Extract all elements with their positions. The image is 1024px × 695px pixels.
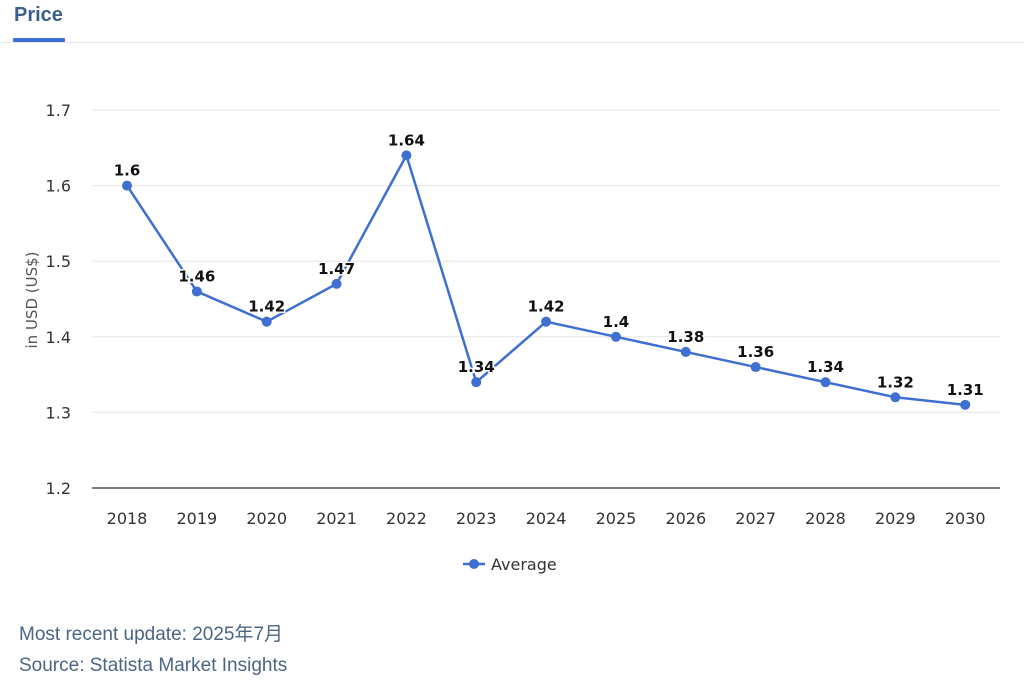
x-tick-label: 2023: [456, 509, 497, 528]
x-tick-label: 2021: [316, 509, 357, 528]
y-axis-ticks: 1.2 1.3 1.4 1.5 1.6 1.7: [46, 101, 71, 498]
data-point[interactable]: [122, 180, 132, 191]
x-tick-label: 2020: [246, 509, 287, 528]
data-point[interactable]: [890, 392, 901, 403]
data-point[interactable]: [610, 331, 621, 342]
price-line-chart: 1.21.31.41.51.61.7 2018 2019 2020 2021 2022 2…: [23, 101, 1000, 574]
data-label: 1.42: [248, 298, 285, 316]
data-label: 1.46: [178, 267, 215, 285]
data-label: 1.47: [318, 260, 355, 278]
tab-price[interactable]: Price: [14, 4, 63, 26]
data-point[interactable]: [541, 316, 552, 327]
x-tick-label: 2028: [805, 509, 846, 528]
data-label: 1.6: [114, 162, 141, 180]
x-tick-label: 2030: [945, 509, 986, 528]
data-point[interactable]: [960, 399, 971, 410]
y-tick-label: 1.3: [46, 403, 71, 422]
data-label: 1.64: [388, 131, 425, 149]
y-tick-label: 1.7: [46, 101, 71, 120]
data-label: 1.31: [947, 381, 984, 399]
tab-bar: Price: [0, 0, 1024, 43]
data-label: 1.36: [737, 343, 774, 361]
data-label: 1.4: [603, 313, 630, 331]
x-tick-label: 2024: [526, 509, 567, 528]
x-tick-label: 2019: [176, 509, 217, 528]
data-point[interactable]: [401, 150, 412, 161]
data-point[interactable]: [750, 362, 761, 373]
data-point[interactable]: [820, 377, 831, 388]
series-average: [122, 150, 971, 410]
data-label: 1.32: [877, 373, 914, 391]
legend-label-average: Average: [491, 555, 557, 574]
data-point[interactable]: [680, 346, 691, 357]
y-tick-label: 1.5: [46, 252, 71, 271]
y-tick-label: 1.2: [46, 479, 71, 498]
y-tick-label: 1.4: [46, 328, 71, 347]
x-tick-label: 2027: [735, 509, 776, 528]
legend-marker: [469, 559, 479, 569]
x-tick-label: 2029: [875, 509, 916, 528]
tab-active-indicator: [13, 38, 65, 42]
x-tick-label: 2022: [386, 509, 427, 528]
x-tick-label: 2026: [665, 509, 706, 528]
footer-source[interactable]: Source: Statista Market Insights: [19, 655, 288, 676]
footer-update-date: Most recent update: 2025年7月: [19, 624, 284, 645]
data-point[interactable]: [331, 278, 342, 289]
data-point[interactable]: [471, 377, 482, 388]
x-tick-label: 2018: [107, 509, 148, 528]
data-label: 1.38: [667, 328, 704, 346]
data-label: 1.42: [528, 298, 565, 316]
data-label: 1.34: [807, 358, 844, 376]
data-labels: 1.6 1.46 1.42 1.47 1.64 1.34 1.42 1.4 1.38 1.36 1.…: [112, 130, 985, 400]
y-axis-title: in USD (US$): [23, 251, 41, 348]
x-tick-label: 2025: [596, 509, 637, 528]
data-point[interactable]: [191, 286, 202, 297]
legend[interactable]: Average: [463, 555, 557, 574]
grid-lines: [92, 109, 1000, 413]
x-axis-ticks: 2018 2019 2020 2021 2022 2023 2024 2025 2026 2027…: [107, 509, 986, 528]
y-tick-label: 1.6: [46, 177, 71, 196]
data-point[interactable]: [261, 316, 272, 327]
data-label: 1.34: [458, 358, 495, 376]
